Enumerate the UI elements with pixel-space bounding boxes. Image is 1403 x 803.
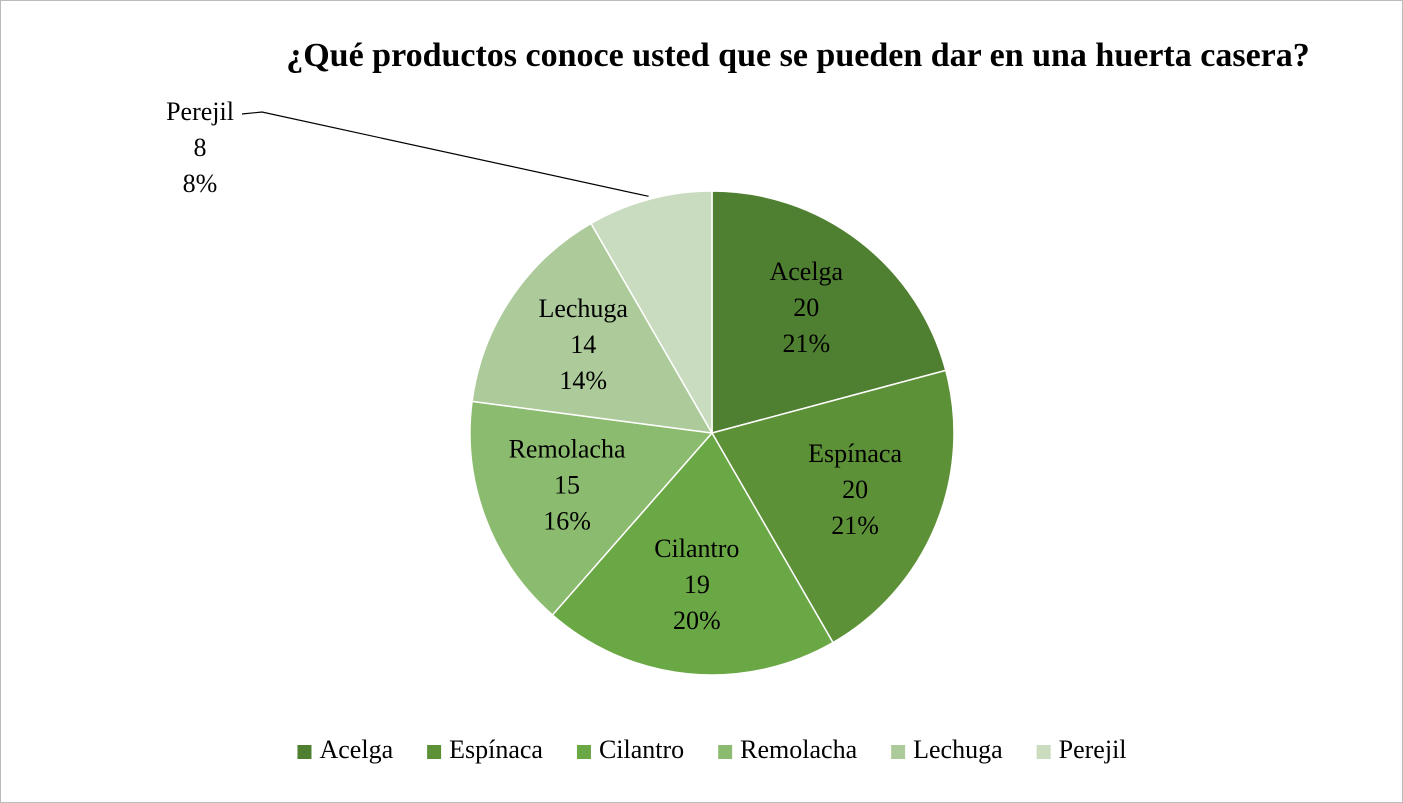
pie-slice bbox=[551, 431, 835, 676]
data-label-value: 19 bbox=[684, 570, 710, 599]
data-label-name: Acelga bbox=[769, 257, 843, 286]
legend-label: Acelga bbox=[319, 735, 393, 764]
data-label-name: Cilantro bbox=[654, 534, 739, 563]
legend-swatch bbox=[427, 745, 442, 759]
data-label-value: 20 bbox=[793, 293, 819, 322]
legend-label: Lechuga bbox=[913, 735, 1003, 764]
data-label-percent: 21% bbox=[831, 511, 879, 540]
data-label-name: Perejil bbox=[166, 97, 234, 126]
pie-slice bbox=[469, 400, 714, 617]
legend-swatch bbox=[576, 745, 591, 759]
data-label-percent: 8% bbox=[183, 169, 218, 198]
legend-label: Remolacha bbox=[740, 735, 857, 764]
pie-slice bbox=[711, 190, 947, 434]
data-label-value: 15 bbox=[554, 471, 580, 500]
data-label-value: 8 bbox=[194, 133, 207, 162]
data-label-percent: 20% bbox=[673, 606, 721, 635]
pie-slice bbox=[710, 369, 955, 644]
chart-title: ¿Qué productos conoce usted que se puede… bbox=[286, 37, 1310, 74]
pie-slice bbox=[471, 222, 714, 434]
legend-swatch bbox=[891, 745, 906, 759]
legend-label: Espínaca bbox=[449, 735, 543, 764]
data-label-value: 20 bbox=[842, 475, 868, 504]
data-label-name: Remolacha bbox=[509, 435, 626, 464]
data-label-percent: 16% bbox=[543, 507, 591, 536]
legend-swatch bbox=[297, 745, 312, 759]
pie-slice bbox=[589, 190, 713, 436]
data-label-percent: 14% bbox=[559, 366, 607, 395]
data-label-value: 14 bbox=[570, 330, 596, 359]
legend-label: Cilantro bbox=[599, 735, 684, 764]
legend-swatch bbox=[1036, 745, 1051, 759]
data-label-percent: 21% bbox=[782, 329, 830, 358]
leader-line bbox=[241, 111, 649, 197]
legend-swatch bbox=[718, 745, 733, 759]
legend-label: Perejil bbox=[1059, 735, 1127, 764]
data-label-name: Espínaca bbox=[808, 439, 902, 468]
data-label-name: Lechuga bbox=[538, 294, 628, 323]
